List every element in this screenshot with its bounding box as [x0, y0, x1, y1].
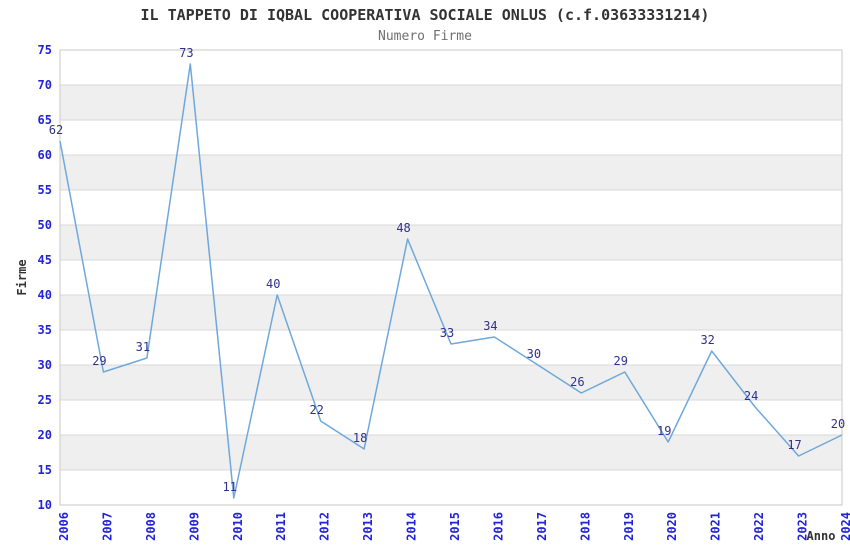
x-tick-label: 2023	[796, 512, 810, 541]
point-value-label: 48	[396, 221, 410, 235]
point-value-label: 29	[92, 354, 106, 368]
x-axis-title: Anno	[807, 529, 836, 543]
grid-band	[60, 85, 842, 120]
grid-band	[60, 365, 842, 400]
x-tick-label: 2024	[839, 512, 850, 541]
point-value-label: 62	[49, 123, 63, 137]
point-value-label: 24	[744, 389, 758, 403]
y-tick-label: 50	[38, 218, 52, 232]
y-tick-label: 45	[38, 253, 52, 267]
chart-subtitle: Numero Firme	[378, 29, 472, 44]
x-tick-label: 2019	[622, 512, 636, 541]
x-tick-label: 2006	[57, 512, 71, 541]
grid-band	[60, 225, 842, 260]
x-tick-label: 2018	[578, 512, 592, 541]
point-value-label: 19	[657, 424, 671, 438]
y-tick-label: 30	[38, 358, 52, 372]
grid-band	[60, 155, 842, 190]
y-axis-title: Firme	[15, 259, 29, 295]
point-value-label: 31	[136, 340, 150, 354]
y-tick-label: 20	[38, 428, 52, 442]
x-tick-label: 2011	[274, 512, 288, 541]
x-tick-label: 2020	[665, 512, 679, 541]
y-tick-label: 35	[38, 323, 52, 337]
point-value-label: 34	[483, 319, 497, 333]
point-value-label: 17	[787, 438, 801, 452]
x-tick-label: 2021	[709, 512, 723, 541]
x-tick-label: 2012	[318, 512, 332, 541]
point-value-label: 32	[700, 333, 714, 347]
point-value-label: 73	[179, 46, 193, 60]
x-tick-label: 2010	[231, 512, 245, 541]
point-value-label: 20	[831, 417, 845, 431]
y-tick-label: 75	[38, 43, 52, 57]
grid-band	[60, 435, 842, 470]
y-tick-label: 60	[38, 148, 52, 162]
x-tick-label: 2008	[144, 512, 158, 541]
point-value-label: 30	[527, 347, 541, 361]
point-value-label: 26	[570, 375, 584, 389]
x-tick-label: 2015	[448, 512, 462, 541]
point-value-label: 22	[309, 403, 323, 417]
y-tick-label: 15	[38, 463, 52, 477]
x-tick-label: 2017	[535, 512, 549, 541]
x-tick-label: 2022	[752, 512, 766, 541]
x-tick-label: 2013	[361, 512, 375, 541]
y-tick-label: 25	[38, 393, 52, 407]
chart-title: IL TAPPETO DI IQBAL COOPERATIVA SOCIALE …	[140, 6, 710, 24]
y-tick-label: 55	[38, 183, 52, 197]
y-tick-label: 40	[38, 288, 52, 302]
x-tick-label: 2014	[405, 512, 419, 541]
plot-area-background	[60, 50, 842, 505]
x-tick-label: 2007	[100, 512, 114, 541]
data-series-line	[59, 63, 843, 499]
plot-border	[59, 49, 843, 506]
point-value-label: 40	[266, 277, 280, 291]
point-value-label: 33	[440, 326, 454, 340]
y-tick-label: 10	[38, 498, 52, 512]
x-tick-label: 2016	[491, 512, 505, 541]
grid-band	[60, 295, 842, 330]
point-value-label: 29	[614, 354, 628, 368]
point-value-label: 18	[353, 431, 367, 445]
point-value-label: 11	[223, 480, 237, 494]
y-tick-label: 70	[38, 78, 52, 92]
y-tick-label: 65	[38, 113, 52, 127]
x-tick-label: 2009	[187, 512, 201, 541]
